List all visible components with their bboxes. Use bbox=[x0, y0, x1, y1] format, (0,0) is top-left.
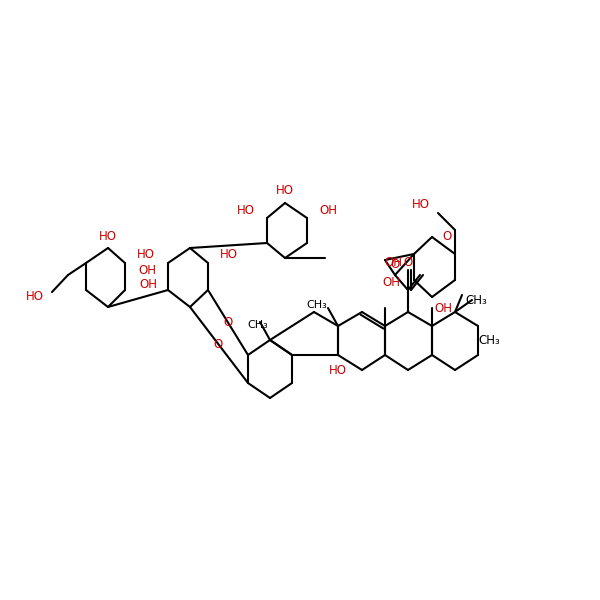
Text: O: O bbox=[403, 256, 413, 269]
Text: CH₃: CH₃ bbox=[306, 300, 327, 310]
Text: OH: OH bbox=[384, 256, 402, 269]
Text: OH: OH bbox=[138, 265, 156, 277]
Text: HO: HO bbox=[237, 203, 255, 217]
Text: HO: HO bbox=[412, 199, 430, 211]
Text: O: O bbox=[223, 316, 233, 329]
Text: CH₃: CH₃ bbox=[465, 293, 487, 307]
Text: OH: OH bbox=[434, 302, 452, 316]
Text: HO: HO bbox=[329, 364, 347, 377]
Text: O: O bbox=[442, 230, 451, 244]
Text: HO: HO bbox=[99, 229, 117, 242]
Text: CH₃: CH₃ bbox=[478, 334, 500, 346]
Text: HO: HO bbox=[26, 290, 44, 304]
Text: HO: HO bbox=[220, 248, 238, 262]
Text: HO: HO bbox=[276, 185, 294, 197]
Text: OH: OH bbox=[319, 203, 337, 217]
Text: O: O bbox=[214, 338, 223, 352]
Text: HO: HO bbox=[137, 248, 155, 262]
Text: OH: OH bbox=[382, 275, 400, 289]
Text: O: O bbox=[391, 259, 400, 271]
Text: CH₃: CH₃ bbox=[247, 320, 268, 330]
Text: OH: OH bbox=[139, 278, 157, 292]
